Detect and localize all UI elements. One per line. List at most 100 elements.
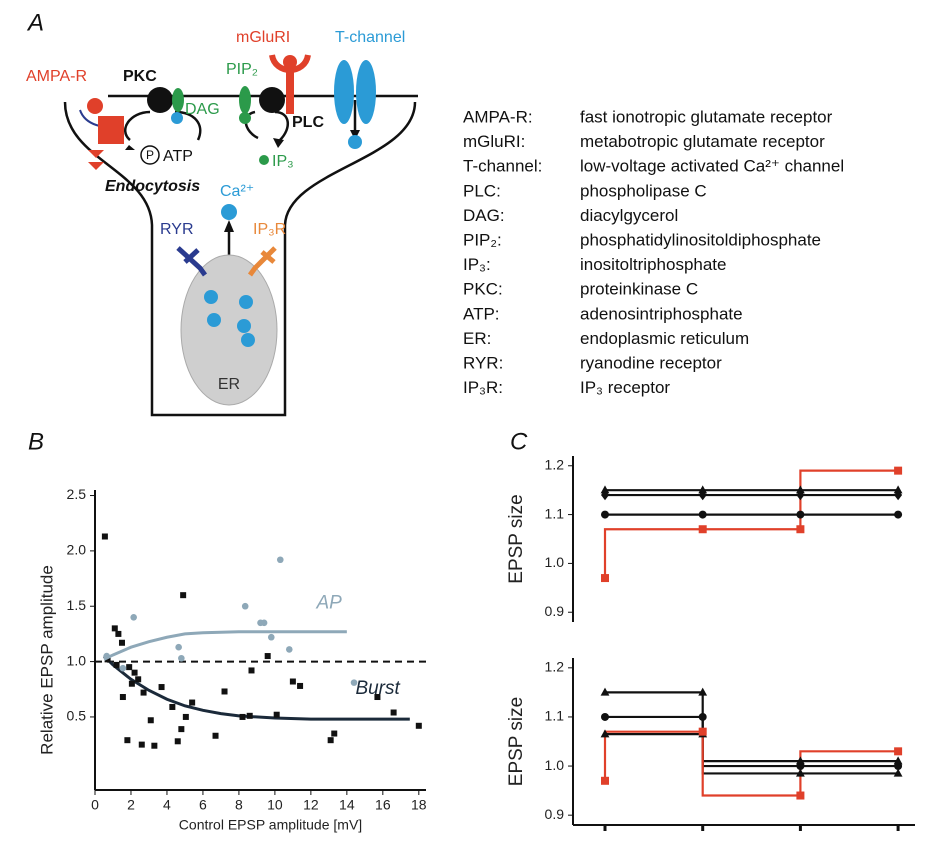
marker [126,664,133,671]
marker [350,679,358,686]
marker [119,664,127,672]
marker [113,661,120,668]
pip2 [239,86,251,114]
marker [103,652,110,660]
marker [118,639,125,646]
marker [140,689,147,696]
step-line [603,730,899,797]
label: Endocytosis [105,178,200,195]
step-line [603,469,899,579]
glossary-definition: fast ionotropic glutamate receptor [580,107,833,126]
marker [600,687,610,696]
endocytosed-receptor [88,162,104,170]
glossary-definition: proteinkinase C [580,280,698,299]
marker [147,717,154,724]
marker [796,489,805,501]
marker [101,533,108,540]
marker [174,738,181,745]
marker [178,654,185,662]
marker [104,656,111,663]
spine-outline [63,101,417,417]
endocytosed-receptor [88,150,104,158]
label: T-channel [335,29,405,46]
marker [796,768,805,777]
marker [138,741,145,748]
glossary-term: PKC: [463,280,503,299]
label: Ca²⁺ [220,183,254,200]
glossary-term: T-channel: [463,157,542,176]
glossary-term: mGluRI: [463,132,525,151]
marker [246,712,253,719]
glossary-definition: metabotropic glutamate receptor [580,132,825,151]
fit-curve [103,630,347,661]
marker [698,510,707,519]
marker [796,791,805,800]
ampa-receptor [98,116,124,144]
glossary-definition: low-voltage activated Ca²⁺ channel [580,157,844,176]
marker [894,510,903,519]
glossary-term: IP₃R: [463,378,503,397]
ip3r [260,250,276,264]
label: AMPA-R [26,68,87,85]
marker [796,510,805,519]
label: PLC [292,114,324,131]
marker [189,699,196,706]
marker [601,510,609,519]
mglur [283,55,297,69]
arrowhead [224,220,234,232]
pip2 [239,112,251,124]
y-tick-label: 0.5 [67,708,87,724]
y-tick-label: 1.0 [67,652,87,668]
marker [698,687,708,696]
x-tick-label: 12 [303,797,319,813]
marker [698,712,707,721]
marker [178,726,185,733]
marker [260,619,268,627]
arrow [124,110,151,141]
mglur [269,54,311,73]
glossary-term: PLC: [463,181,501,200]
mglur [286,72,294,114]
y-tick-label: 2.5 [67,486,87,502]
marker [894,489,903,501]
marker [151,742,158,749]
marker [180,592,187,599]
marker [894,747,903,756]
glossary-definition: phosphatidylinositoldiphosphate [580,230,821,249]
er [180,254,278,406]
marker [601,712,609,721]
pkc [147,87,173,113]
panel-label: C [510,428,528,455]
ion [241,333,255,347]
step-line [605,715,899,768]
glossary-definition: diacylgycerol [580,206,678,225]
marker [119,694,126,701]
marker [374,694,381,701]
y-axis-label: EPSP size [506,697,527,786]
marker [285,646,293,653]
label: P [146,148,154,162]
marker [331,730,338,737]
phosphate [140,145,160,165]
marker [130,614,137,621]
x-tick-label: 14 [339,797,355,813]
marker [115,630,122,637]
y-tick-label: 1.5 [67,597,87,613]
glossary-term: ATP: [463,304,500,323]
marker [698,489,707,501]
marker [289,678,296,685]
arrow [174,110,202,141]
marker [276,556,284,564]
glossary-definition: ryanodine receptor [580,353,722,372]
marker [893,485,903,494]
y-tick-label: 1.1 [545,505,565,521]
label: ER [218,376,240,393]
x-tick-label: 8 [235,797,243,813]
y-tick-label: 0.9 [545,806,565,822]
marker [135,676,142,683]
ion [348,135,362,149]
arrow [274,110,289,141]
t-channel [356,60,376,124]
